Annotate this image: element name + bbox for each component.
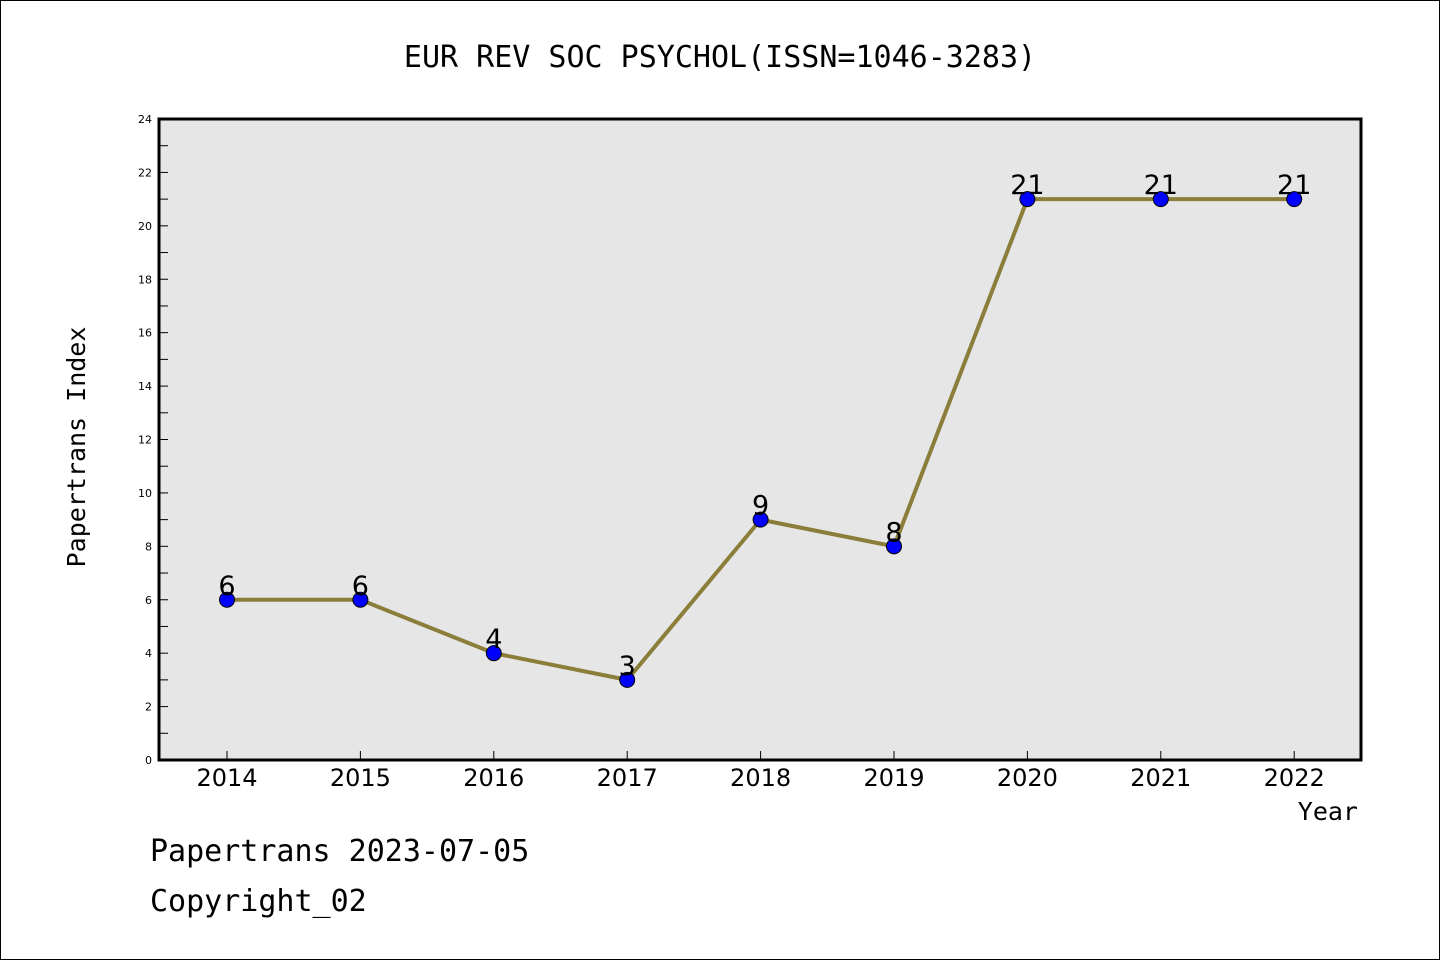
data-label: 3 (619, 651, 636, 682)
data-point (886, 538, 902, 555)
y-tick-label: 12 (138, 434, 152, 447)
data-label: 9 (752, 491, 769, 522)
x-tick-label: 2018 (730, 764, 791, 792)
y-tick-label: 24 (138, 113, 152, 126)
plot-area (159, 119, 1361, 760)
x-tick-label: 2014 (196, 764, 257, 792)
data-point (1152, 191, 1169, 208)
plot-border (157, 117, 1363, 762)
x-axis-label: Year (1298, 797, 1358, 826)
y-tick-label: 18 (138, 273, 152, 286)
x-tick-label: 2016 (463, 764, 524, 792)
y-tick-label: 2 (145, 701, 152, 714)
y-tick-label: 14 (138, 380, 152, 393)
y-tick-label: 16 (138, 327, 152, 340)
data-label: 6 (218, 571, 235, 602)
data-label: 4 (485, 624, 502, 655)
chart-title: EUR REV SOC PSYCHOL(ISSN=1046-3283) (404, 40, 1036, 75)
footer-date: Papertrans 2023-07-05 (150, 834, 530, 869)
data-label: 6 (352, 571, 369, 602)
footer-copyright: Copyright_02 (150, 884, 367, 919)
data-point (1286, 191, 1303, 208)
data-point (752, 511, 769, 528)
x-tick-label: 2017 (597, 764, 658, 792)
y-axis-label: Papertrans Index (62, 327, 91, 568)
x-tick-label: 2019 (863, 764, 924, 792)
x-tick-label: 2020 (997, 764, 1058, 792)
y-tick-label: 10 (138, 487, 152, 500)
y-tick-label: 8 (145, 540, 152, 553)
x-tick-label: 2021 (1130, 764, 1191, 792)
y-tick-label: 4 (145, 647, 152, 660)
y-tick-label: 20 (138, 220, 152, 233)
x-tick-label: 2015 (330, 764, 391, 792)
data-point (619, 671, 636, 688)
y-tick-label: 6 (145, 594, 152, 607)
data-label: 21 (1277, 170, 1311, 201)
y-tick-label: 22 (138, 166, 152, 179)
data-point (352, 591, 369, 608)
data-label: 21 (1010, 170, 1044, 201)
y-tick-label: 0 (145, 754, 152, 767)
x-tick-label: 2022 (1264, 764, 1325, 792)
data-label: 8 (885, 517, 902, 548)
data-label: 21 (1144, 170, 1178, 201)
data-point (219, 591, 235, 608)
data-point (485, 645, 502, 662)
data-point (1019, 191, 1036, 208)
